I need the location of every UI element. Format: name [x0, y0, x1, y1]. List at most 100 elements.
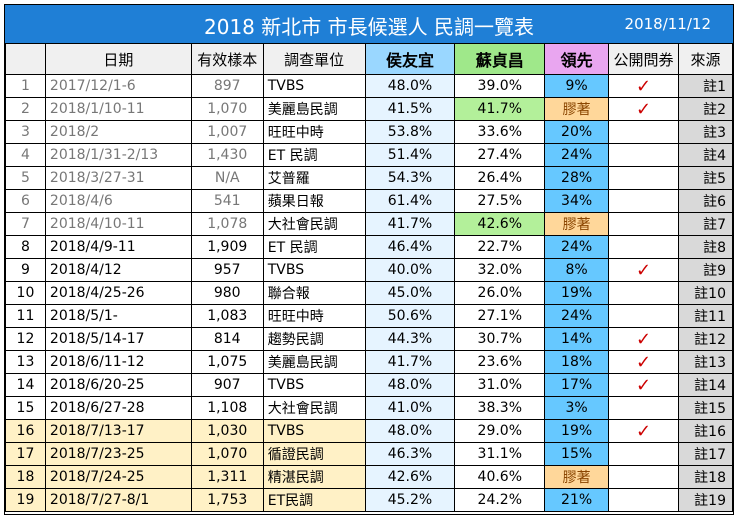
row-source[interactable]: 註19	[678, 488, 733, 512]
row-lead: 19%	[544, 419, 610, 443]
header-row: 日期 有效樣本 調查單位 侯友宜 蘇貞昌 領先 公開問券 來源	[5, 43, 733, 75]
row-index: 7	[5, 212, 46, 236]
row-sample: 1,108	[190, 396, 264, 420]
row-source[interactable]: 註18	[678, 465, 733, 489]
row-source[interactable]: 註5	[678, 166, 733, 190]
header-index	[5, 43, 46, 75]
row-index: 10	[5, 281, 46, 305]
table-row: 12 2018/5/14-17 814 趨勢民調 44.3% 30.7% 14% ✓ 註12	[5, 327, 733, 351]
row-lead: 20%	[544, 120, 610, 144]
row-hou: 46.4%	[364, 235, 456, 259]
row-source[interactable]: 註6	[678, 189, 733, 213]
table-row: 14 2018/6/20-25 907 TVBS 48.0% 31.0% 17% ✓ 註14	[5, 373, 733, 397]
row-lead: 3%	[544, 396, 610, 420]
row-lead: 15%	[544, 442, 610, 466]
row-sample: 1,311	[190, 465, 264, 489]
row-date: 2018/6/27-28	[44, 396, 192, 420]
row-su: 42.6%	[454, 212, 546, 236]
row-hou: 48.0%	[364, 419, 456, 443]
table-row: 19 2018/7/27-8/1 1,753 ET民調 45.2% 24.2% 21% 註19	[5, 488, 733, 512]
row-index: 11	[5, 304, 46, 328]
row-index: 13	[5, 350, 46, 374]
row-index: 5	[5, 166, 46, 190]
row-unit: 蘋果日報	[262, 189, 366, 213]
row-date: 2018/7/27-8/1	[44, 488, 192, 512]
row-index: 18	[5, 465, 46, 489]
row-su: 29.0%	[454, 419, 546, 443]
row-source[interactable]: 註8	[678, 235, 733, 259]
row-su: 41.7%	[454, 97, 546, 121]
row-source[interactable]: 註10	[678, 281, 733, 305]
row-source[interactable]: 註2	[678, 97, 733, 121]
row-source[interactable]: 註4	[678, 143, 733, 167]
row-lead: 24%	[544, 143, 610, 167]
row-hou: 53.8%	[364, 120, 456, 144]
row-source[interactable]: 註11	[678, 304, 733, 328]
row-hou: 61.4%	[364, 189, 456, 213]
row-hou: 48.0%	[364, 74, 456, 98]
row-sample: 1,070	[190, 442, 264, 466]
row-index: 16	[5, 419, 46, 443]
row-lead: 14%	[544, 327, 610, 351]
row-lead: 24%	[544, 235, 610, 259]
row-unit: ET 民調	[262, 235, 366, 259]
row-unit: ET 民調	[262, 143, 366, 167]
row-unit: TVBS	[262, 373, 366, 397]
row-unit: 旺旺中時	[262, 120, 366, 144]
row-unit: 聯合報	[262, 281, 366, 305]
row-date: 2018/3/27-31	[44, 166, 192, 190]
checkmark-icon: ✓	[608, 373, 680, 397]
row-index: 4	[5, 143, 46, 167]
poll-table: 日期 有效樣本 調查單位 侯友宜 蘇貞昌 領先 公開問券 來源 1 2017/12…	[5, 43, 733, 512]
row-hou: 54.3%	[364, 166, 456, 190]
table-row: 1 2017/12/1-6 897 TVBS 48.0% 39.0% 9% ✓ 註1	[5, 74, 733, 98]
row-su: 27.1%	[454, 304, 546, 328]
header-public: 公開問券	[608, 43, 680, 75]
row-source[interactable]: 註14	[678, 373, 733, 397]
row-source[interactable]: 註3	[678, 120, 733, 144]
table-row: 7 2018/4/10-11 1,078 大社會民調 41.7% 42.6% 膠著 註7	[5, 212, 733, 236]
row-sample: 907	[190, 373, 264, 397]
row-sample: 1,083	[190, 304, 264, 328]
row-su: 31.1%	[454, 442, 546, 466]
checkmark-icon	[608, 396, 680, 420]
row-date: 2017/12/1-6	[44, 74, 192, 98]
table-row: 18 2018/7/24-25 1,311 精湛民調 42.6% 40.6% 膠著 註18	[5, 465, 733, 489]
row-date: 2018/1/10-11	[44, 97, 192, 121]
row-index: 8	[5, 235, 46, 259]
row-unit: 大社會民調	[262, 212, 366, 236]
checkmark-icon: ✓	[608, 97, 680, 121]
row-source[interactable]: 註7	[678, 212, 733, 236]
header-su: 蘇貞昌	[454, 43, 546, 75]
row-lead: 18%	[544, 350, 610, 374]
row-lead: 24%	[544, 304, 610, 328]
row-hou: 42.6%	[364, 465, 456, 489]
row-su: 23.6%	[454, 350, 546, 374]
row-su: 32.0%	[454, 258, 546, 282]
row-su: 31.0%	[454, 373, 546, 397]
row-lead: 膠著	[544, 465, 610, 489]
row-source[interactable]: 註17	[678, 442, 733, 466]
row-index: 15	[5, 396, 46, 420]
row-lead: 膠著	[544, 97, 610, 121]
row-index: 2	[5, 97, 46, 121]
row-date: 2018/1/31-2/13	[44, 143, 192, 167]
row-unit: TVBS	[262, 74, 366, 98]
row-source[interactable]: 註15	[678, 396, 733, 420]
row-hou: 40.0%	[364, 258, 456, 282]
row-sample: 1,078	[190, 212, 264, 236]
checkmark-icon	[608, 281, 680, 305]
row-source[interactable]: 註12	[678, 327, 733, 351]
row-hou: 45.2%	[364, 488, 456, 512]
table-row: 15 2018/6/27-28 1,108 大社會民調 41.0% 38.3% 3% 註15	[5, 396, 733, 420]
table-row: 3 2018/2 1,007 旺旺中時 53.8% 33.6% 20% 註3	[5, 120, 733, 144]
row-su: 40.6%	[454, 465, 546, 489]
row-source[interactable]: 註1	[678, 74, 733, 98]
row-source[interactable]: 註16	[678, 419, 733, 443]
row-source[interactable]: 註13	[678, 350, 733, 374]
row-source[interactable]: 註9	[678, 258, 733, 282]
row-unit: 大社會民調	[262, 396, 366, 420]
row-date: 2018/4/6	[44, 189, 192, 213]
table-row: 9 2018/4/12 957 TVBS 40.0% 32.0% 8% ✓ 註9	[5, 258, 733, 282]
row-date: 2018/4/10-11	[44, 212, 192, 236]
